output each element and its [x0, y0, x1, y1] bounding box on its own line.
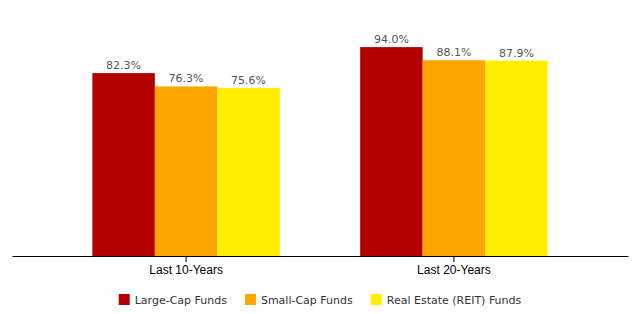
bar: [485, 61, 547, 256]
legend: Large-Cap Funds Small-Cap Funds Real Estat…: [119, 294, 522, 307]
data-label: 94.0%: [374, 33, 409, 46]
axis-line: [13, 256, 629, 257]
tick-label: Last 10-Years: [149, 263, 223, 277]
bar-series: [92, 47, 422, 256]
legend-item: Small-Cap Funds: [245, 294, 353, 307]
data-labels: 82.3% 94.0% 76.3% 88.1% 75.6% 87.9%: [106, 33, 534, 87]
plot: 82.3% 94.0% 76.3% 88.1% 75.6% 87.9% Last 10-Ye…: [13, 33, 629, 276]
tick-mark: [186, 256, 187, 262]
chart: 82.3% 94.0% 76.3% 88.1% 75.6% 87.9% Last 10-Ye…: [0, 0, 640, 314]
x-axis: Last 10-Years Last 20-Years: [13, 256, 629, 277]
legend-swatch: [371, 294, 382, 305]
bar: [423, 60, 485, 256]
legend-label: Small-Cap Funds: [261, 294, 353, 307]
bar: [217, 88, 279, 256]
tick-label: Last 20-Years: [417, 263, 491, 277]
bar: [155, 86, 217, 256]
bar-series: [217, 61, 547, 256]
data-label: 87.9%: [499, 47, 534, 60]
data-label: 88.1%: [436, 46, 471, 59]
legend-item: Real Estate (REIT) Funds: [371, 294, 522, 307]
bar: [92, 73, 154, 256]
legend-swatch: [245, 294, 256, 305]
bars: [92, 47, 547, 256]
data-label: 76.3%: [169, 72, 204, 85]
legend-label: Large-Cap Funds: [135, 294, 227, 307]
bar-series: [155, 60, 485, 256]
data-label: 82.3%: [106, 59, 141, 72]
tick: Last 10-Years: [149, 256, 223, 277]
bar: [360, 47, 422, 256]
legend-label: Real Estate (REIT) Funds: [387, 294, 522, 307]
tick: Last 20-Years: [417, 256, 491, 277]
legend-item: Large-Cap Funds: [119, 294, 227, 307]
tick-mark: [453, 256, 454, 262]
data-label: 75.6%: [231, 74, 266, 87]
legend-swatch: [119, 294, 130, 305]
